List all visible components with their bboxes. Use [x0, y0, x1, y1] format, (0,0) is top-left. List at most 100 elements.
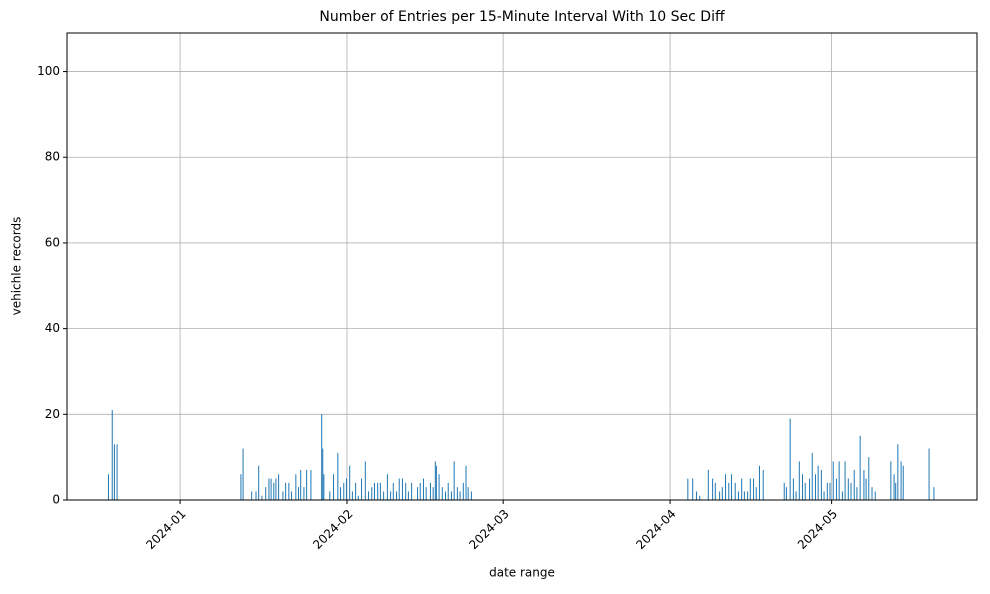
bar [789, 418, 791, 500]
bar [373, 482, 375, 500]
bar [288, 482, 290, 500]
bar [792, 478, 794, 500]
bar [856, 487, 858, 500]
bar [270, 478, 272, 500]
bar [111, 410, 113, 500]
bar [714, 482, 716, 500]
bar [255, 491, 257, 500]
bar [850, 482, 852, 500]
bar [278, 474, 280, 500]
bar [933, 487, 935, 500]
bar [390, 491, 392, 500]
bar [450, 491, 452, 500]
bar [897, 444, 899, 500]
bar [340, 487, 342, 500]
bar [895, 482, 897, 500]
bar [871, 487, 873, 500]
bar [758, 465, 760, 500]
bar [310, 470, 312, 500]
bar [251, 491, 253, 500]
bar [809, 478, 811, 500]
bar [795, 491, 797, 500]
bar [832, 461, 834, 500]
bar [865, 478, 867, 500]
bar [285, 482, 287, 500]
bar [462, 482, 464, 500]
x-tick-label: 2024-03 [466, 507, 511, 552]
bar [343, 482, 345, 500]
bar [835, 478, 837, 500]
bar [465, 465, 467, 500]
bar [838, 461, 840, 500]
bar [351, 491, 353, 500]
y-tick-label: 40 [45, 321, 60, 335]
bar [823, 491, 825, 500]
bar [432, 487, 434, 500]
bar [333, 474, 335, 500]
bar [802, 474, 804, 500]
bar [429, 482, 431, 500]
bar [273, 482, 275, 500]
bar [107, 474, 109, 500]
bar [349, 465, 351, 500]
bar [743, 491, 745, 500]
bar [240, 474, 242, 500]
y-axis-label: vehichle records [10, 217, 24, 316]
bar [345, 478, 347, 500]
bar [275, 478, 277, 500]
bar [785, 487, 787, 500]
bar [321, 414, 323, 500]
bar [817, 465, 819, 500]
bar [829, 482, 831, 500]
bar [755, 487, 757, 500]
bar [377, 482, 379, 500]
bar [798, 461, 800, 500]
bar [329, 491, 331, 500]
bar [361, 478, 363, 500]
bar [847, 478, 849, 500]
bar [863, 470, 865, 500]
bar [113, 444, 115, 500]
y-tick-label: 100 [37, 64, 60, 78]
bar [298, 487, 300, 500]
bar [814, 474, 816, 500]
bar [323, 474, 325, 500]
x-axis-label: date range [489, 566, 555, 580]
bar [447, 482, 449, 500]
bar [844, 461, 846, 500]
bar [265, 487, 267, 500]
y-tick-label: 20 [45, 407, 60, 421]
bar [470, 491, 472, 500]
bar [719, 491, 721, 500]
bar [737, 491, 739, 500]
bar [291, 491, 293, 500]
bar [467, 487, 469, 500]
x-tick-label: 2024-05 [795, 507, 840, 552]
bar [928, 448, 930, 500]
bar [445, 491, 447, 500]
bar [417, 487, 419, 500]
bar [268, 478, 270, 500]
bar [401, 478, 403, 500]
bar [734, 482, 736, 500]
bar [749, 478, 751, 500]
bar [383, 491, 385, 500]
bar [868, 457, 870, 500]
bar [804, 482, 806, 500]
bar [116, 444, 118, 500]
bar [422, 478, 424, 500]
bar [306, 470, 308, 500]
bar [282, 491, 284, 500]
x-tick-label: 2024-01 [143, 507, 188, 552]
bar [728, 482, 730, 500]
bar [435, 465, 437, 500]
bar [371, 487, 373, 500]
bar [398, 478, 400, 500]
chart-title: Number of Entries per 15-Minute Interval… [319, 9, 725, 25]
plot-frame [66, 32, 978, 501]
bar [826, 482, 828, 500]
bar [303, 487, 305, 500]
bar [730, 474, 732, 500]
bar [411, 482, 413, 500]
